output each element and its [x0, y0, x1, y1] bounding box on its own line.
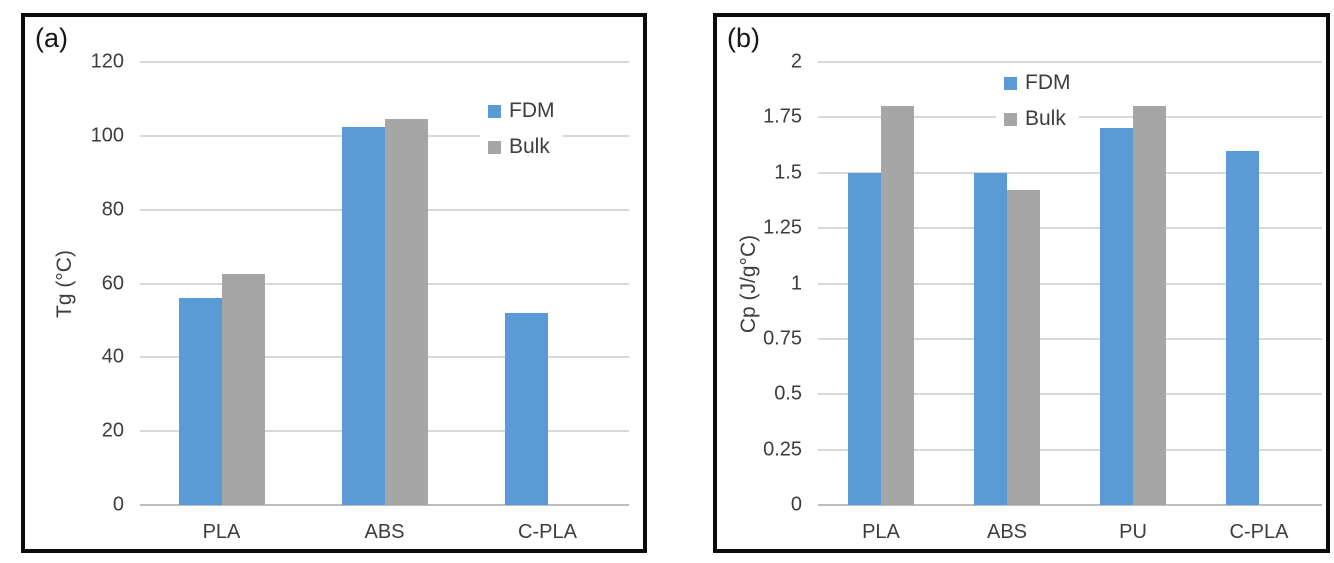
gridline — [818, 448, 1322, 451]
y-tick-label: 0.25 — [763, 438, 802, 461]
x-category-label: PLA — [202, 521, 241, 543]
x-axis: PLA ABS C-PLA — [140, 515, 629, 545]
x-category-label: ABS — [364, 521, 405, 543]
legend-item-bulk: Bulk — [1004, 107, 1071, 131]
legend-marker-fdm — [1004, 76, 1017, 90]
bar-bulk-pla — [222, 274, 265, 505]
x-category-label: PU — [1119, 521, 1147, 543]
legend-item-bulk: Bulk — [488, 135, 555, 159]
panel-b: (b) Cp (J/g°C) 0 0.25 0.5 0.75 1 1.25 1.5 1.75 2… — [713, 13, 1330, 553]
legend: FDM Bulk — [996, 68, 1079, 134]
bar-fdm-c-pla — [1226, 150, 1259, 505]
x-category-label: ABS — [986, 521, 1028, 543]
y-tick-label: 120 — [90, 50, 124, 73]
gridline — [818, 227, 1322, 230]
gridline — [140, 61, 629, 63]
y-tick-label: 2 — [790, 50, 802, 73]
plot-area: FDM Bulk — [818, 61, 1322, 506]
gridline — [818, 282, 1322, 285]
bar-fdm-abs — [974, 172, 1007, 505]
panel-label-b: (b) — [727, 23, 760, 53]
y-tick-label: 0.5 — [774, 382, 802, 405]
y-tick-label: 1.75 — [763, 105, 802, 128]
y-axis: 0 20 40 60 80 100 120 — [25, 51, 132, 516]
panel-a: (a) Tg (°C) 0 20 40 60 80 100 120 FDM Bulk PLA A… — [21, 13, 647, 553]
y-tick-label: 100 — [90, 124, 124, 147]
bar-bulk-abs — [1007, 190, 1040, 505]
legend-label: Bulk — [1025, 107, 1066, 130]
bar-fdm-abs — [342, 126, 385, 505]
bar-bulk-pu — [1133, 106, 1166, 505]
x-axis-line — [818, 504, 1322, 506]
x-category-label: C-PLA — [518, 521, 577, 543]
x-category-label: PLA — [862, 521, 900, 543]
legend-item-fdm: FDM — [1004, 71, 1071, 95]
gridline — [818, 171, 1322, 174]
gridline — [818, 61, 1322, 63]
y-tick-label: 1 — [790, 272, 802, 294]
y-tick-label: 40 — [101, 345, 124, 368]
y-axis: 0 0.25 0.5 0.75 1 1.25 1.5 1.75 2 — [717, 51, 810, 516]
x-axis-line — [140, 504, 629, 506]
legend-marker-bulk — [1004, 112, 1017, 126]
legend-label: FDM — [1025, 71, 1071, 94]
plot-area: FDM Bulk — [140, 61, 629, 506]
bar-fdm-pu — [1100, 128, 1133, 505]
y-tick-label: 0 — [790, 493, 802, 516]
y-tick-label: 1.25 — [763, 216, 802, 239]
y-tick-label: 80 — [101, 198, 124, 221]
bar-fdm-pla — [179, 298, 222, 505]
y-tick-label: 20 — [101, 419, 124, 442]
y-tick-label: 60 — [101, 272, 124, 294]
legend-item-fdm: FDM — [488, 99, 555, 123]
gridline — [818, 393, 1322, 396]
bar-bulk-abs — [385, 119, 428, 505]
bar-fdm-pla — [848, 172, 881, 505]
y-tick-label: 0 — [112, 493, 124, 516]
bar-fdm-c-pla — [505, 313, 548, 505]
y-tick-label: 0.75 — [763, 327, 802, 350]
y-tick-label: 1.5 — [774, 161, 802, 184]
x-category-label: C-PLA — [1229, 521, 1289, 543]
legend-label: Bulk — [509, 135, 550, 158]
x-axis: PLA ABS PU C-PLA — [818, 515, 1322, 545]
panel-label-a: (a) — [35, 23, 68, 53]
bar-bulk-pla — [881, 106, 914, 505]
legend-marker-fdm — [488, 104, 501, 118]
legend-marker-bulk — [488, 140, 501, 154]
legend: FDM Bulk — [480, 96, 563, 162]
gridline — [818, 337, 1322, 340]
legend-label: FDM — [509, 99, 555, 122]
